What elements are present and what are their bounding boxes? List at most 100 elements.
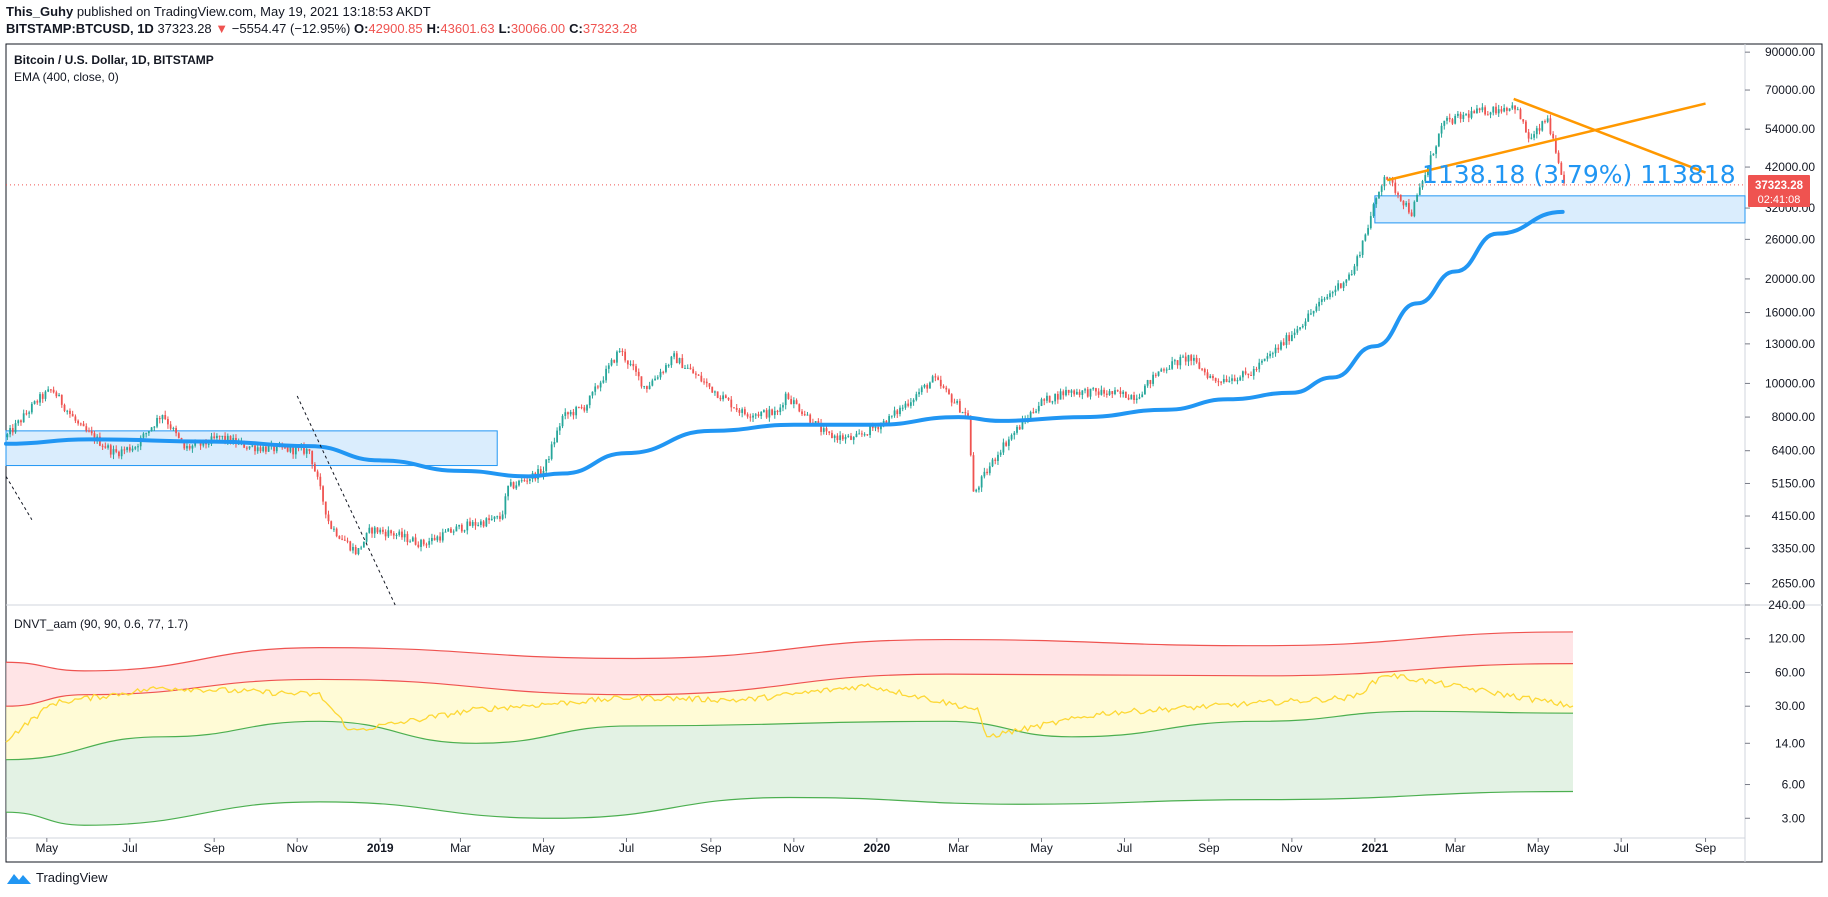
published-text: published on TradingView.com, May 19, 20… [76, 4, 431, 19]
candle-body [1546, 118, 1549, 122]
candle-body [809, 414, 812, 423]
candle-body [1299, 327, 1301, 330]
candle-body [313, 464, 316, 472]
time-tick-label: May [35, 841, 58, 855]
footer-brand[interactable]: TradingView [36, 870, 108, 885]
candle-body [490, 518, 493, 521]
green-band [6, 711, 1573, 826]
candle-body [333, 528, 335, 530]
candle-body [213, 436, 216, 439]
candle-body [545, 459, 548, 472]
candle-body [1182, 356, 1184, 358]
candle-body [1408, 202, 1410, 213]
candle-body [74, 416, 77, 421]
candle-body [803, 414, 806, 416]
candle-body [1040, 399, 1043, 406]
candle-body [88, 430, 90, 432]
candle-body [1228, 380, 1231, 382]
candle-body [188, 445, 191, 449]
candle-body [1443, 120, 1446, 126]
candle-body [787, 393, 790, 400]
candle-body [599, 382, 602, 388]
high-value: 43601.63 [440, 21, 495, 36]
candle-body [1163, 369, 1165, 371]
candle-body [926, 384, 929, 389]
candle-body [1214, 378, 1217, 382]
main-legend-title[interactable]: Bitcoin / U.S. Dollar, 1D, BITSTAMP [14, 53, 214, 67]
candle-body [507, 485, 510, 497]
down-arrow-icon: ▼ [215, 21, 229, 36]
candle-body [1391, 178, 1394, 183]
candle-body [929, 382, 931, 389]
candle-body [912, 399, 915, 403]
candle-body [1233, 378, 1236, 382]
candle-body [1359, 254, 1361, 257]
candle-body [738, 409, 741, 413]
candle-body [22, 413, 25, 423]
candle-body [273, 444, 275, 452]
candle-body [1282, 342, 1285, 345]
candle-body [1397, 192, 1399, 195]
candle-body [169, 424, 172, 429]
candle-body [909, 402, 912, 406]
candle-body [743, 409, 746, 415]
dotted-trendline-left [5, 476, 33, 520]
candle-body [1184, 356, 1187, 362]
candle-body [1424, 175, 1427, 182]
candle-body [833, 435, 836, 438]
candle-body [55, 392, 58, 397]
candle-body [1255, 368, 1258, 370]
candle-body [1059, 391, 1062, 400]
candle-body [1557, 152, 1560, 163]
candle-body [730, 399, 733, 408]
candle-body [727, 397, 730, 400]
candle-body [109, 445, 112, 455]
indicator-tick-label: 6.00 [1782, 778, 1806, 792]
ema-legend[interactable]: EMA (400, close, 0) [14, 70, 119, 84]
indicator-legend[interactable]: DNVT_aam (90, 90, 0.6, 77, 1.7) [14, 617, 188, 631]
candle-body [11, 428, 14, 433]
candle-body [572, 411, 575, 416]
candle-body [948, 389, 950, 395]
candle-body [294, 447, 297, 455]
candle-body [1476, 108, 1478, 114]
candle-body [1133, 395, 1135, 400]
candle-body [722, 395, 724, 400]
candle-body [1095, 388, 1097, 392]
candle-body [950, 394, 953, 403]
candle-body [477, 524, 480, 526]
time-tick-label: Jul [1117, 841, 1132, 855]
candle-body [798, 404, 801, 412]
candle-body [1437, 133, 1440, 147]
candle-body [869, 425, 871, 436]
candle-body [1511, 105, 1514, 109]
candle-body [689, 367, 692, 370]
time-tick-label: Mar [1445, 841, 1466, 855]
candle-body [1318, 301, 1320, 307]
candle-body [308, 449, 311, 452]
candle-body [1149, 380, 1152, 384]
candle-body [71, 413, 74, 417]
candle-body [433, 537, 436, 541]
author-name[interactable]: This_Guhy [6, 4, 74, 19]
candle-body [1440, 125, 1443, 134]
candle-body [792, 400, 795, 405]
candle-body [931, 376, 934, 383]
candle-body [221, 435, 224, 437]
candle-body [784, 393, 787, 406]
measure-annotation[interactable]: 1138.18 (3.79%) 113818 [1422, 160, 1736, 189]
candle-body [411, 537, 414, 542]
candle-body [267, 445, 270, 452]
candle-body [953, 402, 956, 404]
candle-body [526, 480, 529, 482]
candle-body [893, 410, 896, 416]
candle-body [899, 407, 901, 415]
candle-body [882, 420, 885, 425]
candle-body [6, 434, 9, 438]
candle-body [1116, 390, 1119, 392]
candle-body [1007, 439, 1010, 446]
candle-body [1209, 375, 1212, 378]
symbol-header: BITSTAMP:BTCUSD, 1D 37323.28 ▼ −5554.47 … [6, 21, 641, 36]
candle-body [1029, 412, 1032, 419]
